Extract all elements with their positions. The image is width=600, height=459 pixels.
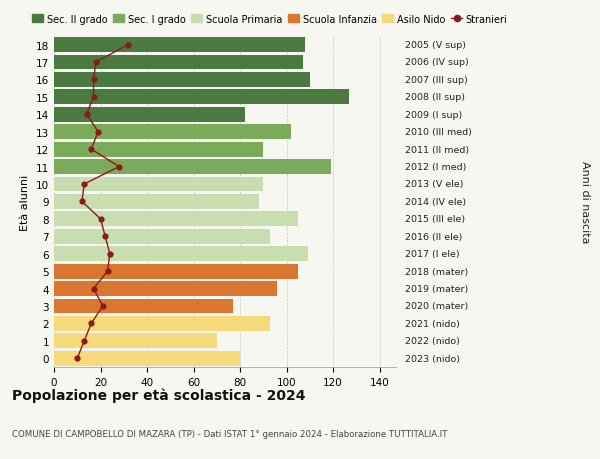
Bar [54, 73, 310, 88]
Bar [54, 230, 271, 244]
Text: 2017 (I ele): 2017 (I ele) [405, 250, 460, 258]
Bar [54, 56, 303, 70]
Bar [54, 125, 292, 140]
Y-axis label: Età alunni: Età alunni [20, 174, 31, 230]
Text: 2020 (mater): 2020 (mater) [405, 302, 468, 311]
Text: 2019 (mater): 2019 (mater) [405, 285, 468, 293]
Text: 2016 (II ele): 2016 (II ele) [405, 232, 463, 241]
Bar [54, 351, 240, 366]
Text: 2015 (III ele): 2015 (III ele) [405, 215, 465, 224]
Bar [54, 316, 271, 331]
Text: 2009 (I sup): 2009 (I sup) [405, 111, 462, 119]
Text: 2022 (nido): 2022 (nido) [405, 336, 460, 346]
Text: 2023 (nido): 2023 (nido) [405, 354, 460, 363]
Text: 2007 (III sup): 2007 (III sup) [405, 76, 468, 85]
Text: COMUNE DI CAMPOBELLO DI MAZARA (TP) - Dati ISTAT 1° gennaio 2024 - Elaborazione : COMUNE DI CAMPOBELLO DI MAZARA (TP) - Da… [12, 429, 448, 438]
Text: Anni di nascita: Anni di nascita [580, 161, 590, 243]
Bar [54, 281, 277, 297]
Text: 2012 (I med): 2012 (I med) [405, 162, 466, 172]
Text: 2013 (V ele): 2013 (V ele) [405, 180, 464, 189]
Text: 2014 (IV ele): 2014 (IV ele) [405, 197, 466, 207]
Bar [54, 195, 259, 209]
Bar [54, 264, 298, 279]
Text: 2005 (V sup): 2005 (V sup) [405, 41, 466, 50]
Bar [54, 334, 217, 348]
Bar [54, 90, 349, 105]
Bar [54, 142, 263, 157]
Text: 2008 (II sup): 2008 (II sup) [405, 93, 465, 102]
Bar [54, 212, 298, 227]
Text: 2010 (III med): 2010 (III med) [405, 128, 472, 137]
Text: 2011 (II med): 2011 (II med) [405, 146, 469, 154]
Text: Popolazione per età scolastica - 2024: Popolazione per età scolastica - 2024 [12, 388, 305, 403]
Bar [54, 299, 233, 313]
Bar [54, 247, 308, 262]
Legend: Sec. II grado, Sec. I grado, Scuola Primaria, Scuola Infanzia, Asilo Nido, Stran: Sec. II grado, Sec. I grado, Scuola Prim… [28, 11, 511, 28]
Bar [54, 177, 263, 192]
Bar [54, 160, 331, 174]
Text: 2006 (IV sup): 2006 (IV sup) [405, 58, 469, 67]
Text: 2021 (nido): 2021 (nido) [405, 319, 460, 328]
Bar [54, 38, 305, 53]
Text: 2018 (mater): 2018 (mater) [405, 267, 468, 276]
Bar [54, 107, 245, 123]
